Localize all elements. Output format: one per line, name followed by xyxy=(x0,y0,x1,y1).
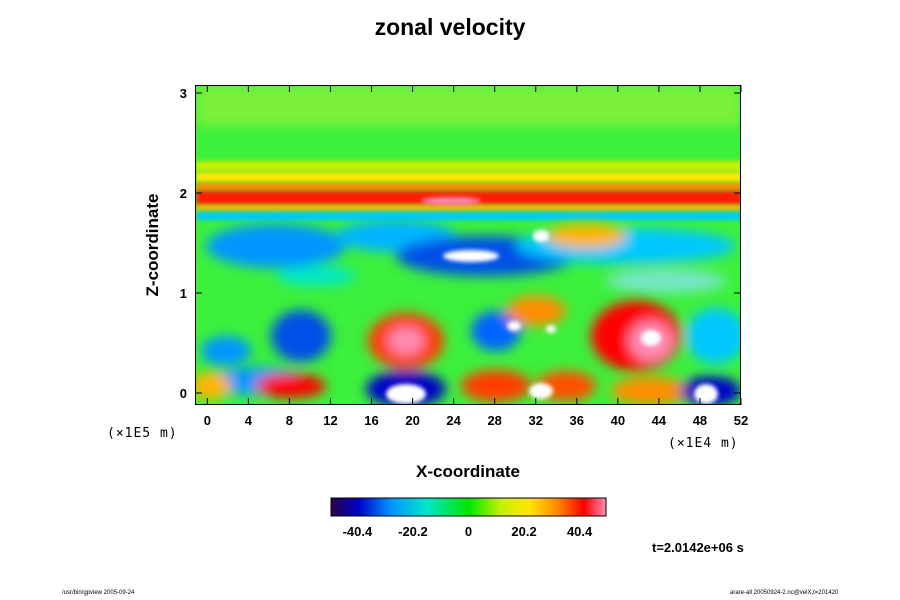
x-unit-label: (×1E4 m) xyxy=(668,436,739,451)
colorbar-tick-label-1: -20.2 xyxy=(398,524,428,539)
x-tick-label-9: 36 xyxy=(570,413,584,428)
colorbar xyxy=(330,497,607,517)
y-unit-label: (×1E5 m) xyxy=(107,426,178,441)
colorbar-ticks: -40.4 -20.2 0 20.2 40.4 xyxy=(343,524,593,539)
colorbar-tick-label-0: -40.4 xyxy=(343,524,373,539)
x-tick-label-0: 0 xyxy=(204,413,211,428)
colorbar-tick-label-2: 0 xyxy=(465,524,472,539)
x-tick-label-8: 32 xyxy=(529,413,543,428)
x-tick-label-3: 12 xyxy=(323,413,337,428)
plot-area xyxy=(195,85,741,405)
x-tick-label-13: 52 xyxy=(734,413,748,428)
y-tick-label-0: 0 xyxy=(180,386,187,401)
footer-file: arare-all 20050924-2.nc@velX,t=201420 xyxy=(730,590,839,596)
x-tick-label-6: 24 xyxy=(446,413,461,428)
x-tick-label-11: 44 xyxy=(652,413,667,428)
heatmap-field xyxy=(196,86,740,404)
y-tick-label-3: 3 xyxy=(180,86,187,101)
x-tick-label-10: 40 xyxy=(611,413,625,428)
y-axis-title: Z-coordinate xyxy=(143,194,162,297)
x-axis-title: X-coordinate xyxy=(416,462,520,481)
footer-command: /usr/bin/gpview 2005-09-24 xyxy=(62,590,135,596)
time-label: t=2.0142e+06 s xyxy=(652,540,744,555)
x-tick-label-7: 28 xyxy=(487,413,501,428)
colorbar-tick-label-4: 40.4 xyxy=(567,524,593,539)
colorbar-tick-label-3: 20.2 xyxy=(511,524,536,539)
y-tick-label-2: 2 xyxy=(180,186,187,201)
x-tick-label-12: 48 xyxy=(693,413,707,428)
y-tick-label-1: 1 xyxy=(180,286,187,301)
x-tick-label-5: 20 xyxy=(405,413,419,428)
x-tick-label-1: 4 xyxy=(245,413,253,428)
chart-title: zonal velocity xyxy=(374,14,526,40)
x-tick-label-4: 16 xyxy=(364,413,378,428)
x-tick-label-2: 8 xyxy=(286,413,293,428)
